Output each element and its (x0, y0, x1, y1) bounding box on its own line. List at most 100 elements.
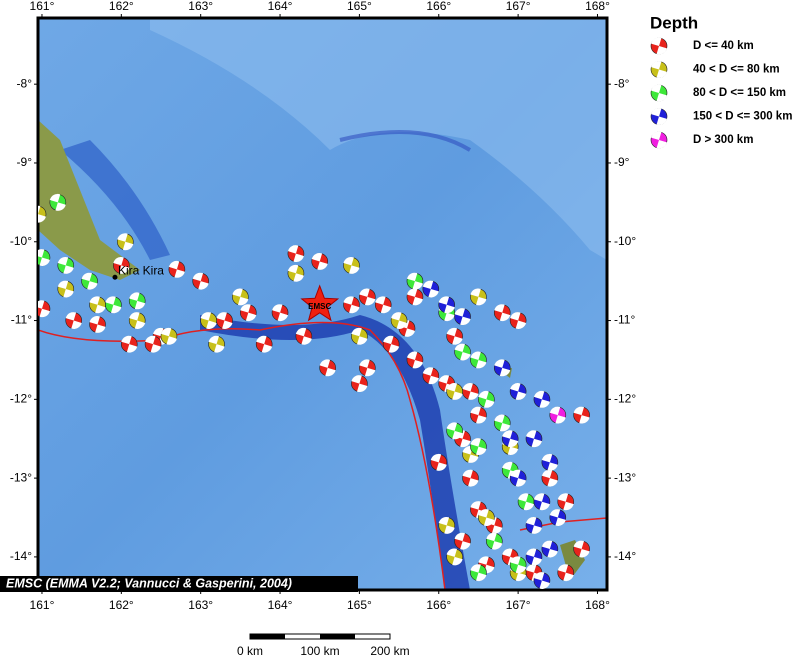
ball-wedge (422, 367, 439, 385)
ball-wedge (446, 422, 463, 440)
event (343, 296, 360, 314)
scale-label: 100 km (300, 644, 339, 657)
lat-label: -11° (614, 313, 635, 327)
lon-label: 167° (506, 598, 531, 612)
ball-wedge (192, 272, 209, 290)
lon-label: 161° (30, 598, 55, 612)
ball-wedge (541, 540, 558, 558)
ball-wedge (486, 532, 503, 550)
event (192, 272, 209, 290)
ball-wedge (549, 509, 566, 526)
event (255, 335, 273, 353)
ball-wedge (470, 438, 487, 456)
lat-label: -12° (10, 392, 32, 406)
event (454, 343, 471, 361)
legend-swatch (650, 37, 668, 55)
event (38, 300, 51, 318)
event (557, 493, 575, 511)
lat-label: -14° (614, 549, 636, 563)
ball-wedge (145, 335, 162, 353)
lon-label: 166° (426, 598, 451, 612)
ball-wedge (470, 406, 487, 424)
legend-label: 80 < D <= 150 km (693, 87, 786, 99)
ball-wedge (406, 288, 423, 306)
ball-wedge (351, 375, 368, 393)
ball-wedge (525, 430, 542, 448)
event (509, 383, 527, 400)
event (509, 469, 527, 487)
ball-wedge (510, 469, 527, 487)
event (232, 288, 249, 306)
lon-label: 168° (585, 0, 610, 13)
scale-label: 200 km (370, 644, 409, 657)
lat-label: -8° (17, 76, 33, 90)
ball-wedge (57, 280, 74, 298)
event (470, 288, 487, 306)
event (549, 406, 567, 424)
ball-wedge (549, 406, 566, 424)
ball-wedge (406, 351, 423, 369)
ball-wedge (446, 383, 463, 400)
ball-wedge (525, 548, 542, 566)
ball-wedge (438, 516, 455, 534)
ball-wedge (446, 327, 463, 345)
ball-wedge (478, 390, 495, 408)
credit-box (0, 576, 358, 592)
ball-wedge (446, 548, 463, 566)
lon-label: 162° (109, 0, 134, 13)
event (549, 509, 567, 526)
ball-wedge (105, 296, 122, 314)
lat-label: -12° (614, 392, 636, 406)
ball-wedge (454, 532, 471, 550)
event (486, 532, 503, 550)
event (89, 296, 106, 314)
ball-wedge (502, 430, 519, 448)
lon-label: 165° (347, 598, 372, 612)
ball-wedge (494, 414, 511, 432)
event (462, 469, 479, 487)
event (168, 260, 186, 278)
event (446, 422, 463, 440)
event (438, 296, 455, 314)
ball-wedge (208, 335, 225, 353)
lon-label: 163° (188, 598, 213, 612)
place-name: Kira Kira (118, 263, 164, 277)
event (105, 296, 122, 314)
event (89, 316, 106, 333)
event (470, 351, 487, 369)
event (533, 390, 551, 408)
event (382, 335, 400, 353)
event (319, 359, 336, 377)
event (287, 264, 305, 282)
ball-wedge (462, 446, 479, 463)
ball-wedge (541, 469, 558, 487)
scale-bar: 0 km 100 km 200 km (237, 633, 410, 658)
event (454, 532, 471, 550)
lat-label: -8° (614, 76, 630, 90)
event (557, 564, 575, 582)
event (351, 327, 368, 345)
ball-wedge (359, 359, 376, 377)
ball-wedge (240, 304, 257, 322)
ball-wedge (160, 327, 177, 345)
epicenter-star (300, 284, 340, 322)
lat-label: -9° (614, 155, 630, 169)
ball-wedge (200, 312, 217, 329)
event (116, 233, 134, 251)
ball-wedge (319, 359, 336, 377)
ball-wedge (651, 131, 667, 149)
ball-wedge (57, 256, 74, 274)
ball-wedge (311, 253, 328, 270)
ball-wedge (287, 245, 304, 263)
event (160, 327, 178, 345)
ball-wedge (49, 193, 66, 211)
ball-wedge (454, 308, 471, 326)
event (541, 540, 559, 558)
ball-wedge (391, 312, 408, 329)
event (406, 288, 424, 306)
lon-label: 162° (109, 598, 134, 612)
ball-wedge (470, 351, 487, 369)
event (478, 390, 495, 408)
legend-title: Depth (650, 13, 698, 32)
event (501, 430, 519, 448)
